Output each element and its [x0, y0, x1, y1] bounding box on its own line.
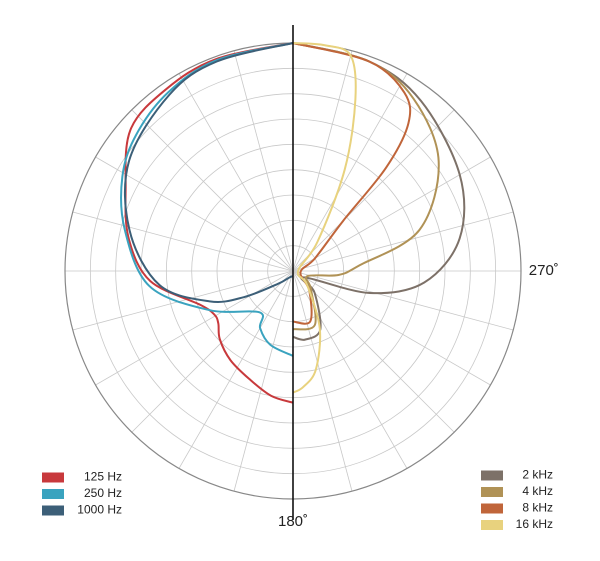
- spoke: [292, 211, 514, 272]
- spoke: [292, 270, 491, 386]
- spoke: [178, 270, 294, 469]
- spoke: [233, 270, 294, 492]
- spoke: [292, 109, 455, 272]
- curves: [120, 42, 466, 404]
- legend-label: 4 kHz: [522, 484, 553, 498]
- legend-label: 2 kHz: [522, 468, 553, 482]
- spoke: [72, 270, 294, 331]
- pattern-curve: [292, 42, 357, 394]
- spoke: [95, 156, 294, 272]
- spoke: [292, 73, 408, 272]
- spoke: [72, 211, 294, 272]
- pattern-curve: [123, 42, 294, 303]
- spoke: [233, 50, 294, 272]
- legend-label: 1000 Hz: [77, 503, 122, 517]
- pattern-curve: [292, 42, 440, 331]
- legend-swatch: [481, 503, 503, 514]
- legend-label: 8 kHz: [522, 501, 553, 515]
- spoke: [131, 109, 294, 272]
- pattern-curve: [124, 42, 294, 404]
- legend-swatch: [481, 487, 503, 497]
- spoke: [292, 270, 455, 433]
- pattern-curve: [292, 42, 412, 325]
- spoke: [131, 270, 294, 433]
- spoke: [292, 156, 491, 272]
- legend-swatch: [42, 505, 64, 516]
- legend-swatch: [481, 520, 503, 530]
- legend-label: 16 kHz: [516, 517, 553, 531]
- angle-label: 270˚: [529, 262, 559, 279]
- spoke: [292, 50, 353, 272]
- angle-label: 180˚: [278, 513, 308, 530]
- spoke: [178, 73, 294, 272]
- legend-swatch: [42, 472, 64, 483]
- spoke: [292, 270, 514, 331]
- legend-swatch: [481, 470, 503, 481]
- legend-swatch: [42, 489, 64, 499]
- labels: 180˚ 270˚ 125 Hz 250 Hz 1000 Hz 2 kHz 4 kHz 8 k…: [42, 262, 559, 531]
- legend-label: 250 Hz: [84, 486, 122, 500]
- legend-label: 125 Hz: [84, 470, 122, 484]
- spoke: [95, 270, 294, 386]
- spoke: [292, 270, 353, 492]
- pattern-curve: [120, 42, 294, 357]
